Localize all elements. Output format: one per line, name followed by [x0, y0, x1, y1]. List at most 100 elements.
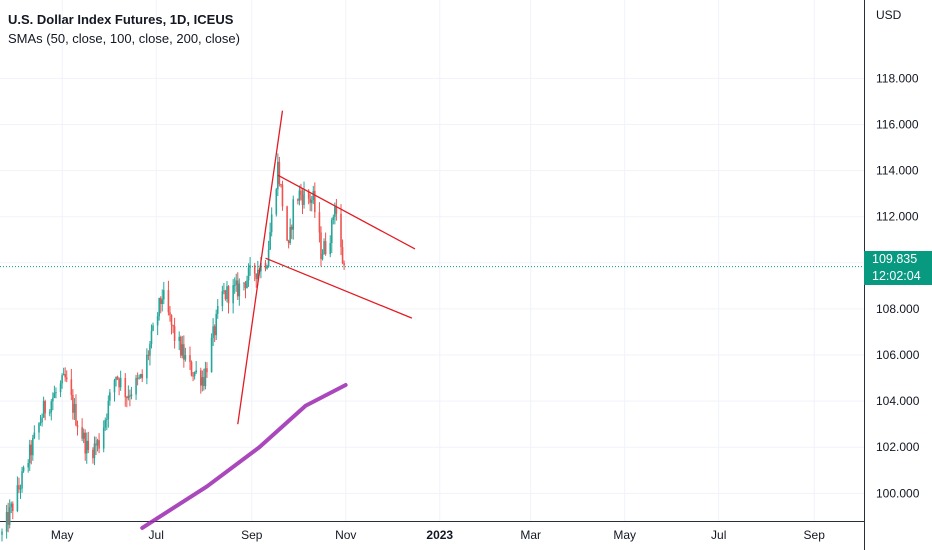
candle-body: [179, 336, 182, 356]
candle-body: [300, 190, 302, 195]
candle-body: [30, 444, 33, 456]
candle-body: [323, 241, 325, 255]
candle-body: [290, 226, 293, 230]
candle-body: [170, 315, 173, 325]
candle-body: [318, 212, 321, 233]
candle-body: [8, 507, 11, 525]
candle-body: [204, 368, 207, 387]
x-tick-label: May: [613, 528, 636, 542]
candle-body: [93, 443, 96, 459]
candle-body: [257, 269, 259, 279]
candle-body: [195, 370, 197, 373]
candle-body: [215, 313, 217, 336]
candle-body: [19, 488, 22, 490]
candle-body: [21, 471, 23, 489]
candle-body: [329, 243, 332, 255]
candle-body: [334, 206, 336, 217]
candle-body: [127, 395, 130, 399]
candle-body: [87, 440, 90, 450]
candle-body: [238, 283, 241, 297]
candle-body: [183, 344, 185, 360]
candle-body: [64, 374, 66, 378]
candle-body: [340, 213, 342, 248]
candle-body: [156, 316, 159, 326]
y-tick-label: 102.000: [876, 440, 920, 454]
candle-body: [102, 427, 105, 449]
candle-body: [92, 449, 94, 459]
candle-body: [201, 377, 204, 386]
candle-body: [343, 263, 345, 266]
candle-body: [147, 354, 150, 356]
candle-body: [81, 427, 83, 439]
currency-label: USD: [876, 8, 902, 22]
candle-body: [216, 306, 219, 314]
candle-body: [307, 190, 310, 199]
x-tick-label: May: [51, 528, 74, 542]
candle-body: [76, 425, 79, 428]
chart-title: U.S. Dollar Index Futures, 1D, ICEUS: [8, 12, 234, 27]
candle-body: [269, 232, 271, 250]
candle-body: [52, 397, 54, 402]
candle-body: [227, 286, 230, 304]
candle-body: [181, 344, 184, 356]
candle-body: [16, 485, 19, 512]
candle-body: [203, 377, 205, 387]
candle-body: [224, 290, 227, 300]
candle-body: [173, 326, 176, 341]
candle-body: [189, 355, 191, 363]
x-tick-label: Jul: [149, 528, 164, 542]
candle-body: [11, 503, 14, 512]
candle-body: [33, 432, 36, 439]
candle-body: [287, 240, 290, 243]
candle-body: [280, 184, 282, 186]
y-tick-label: 106.000: [876, 348, 920, 362]
candle-body: [341, 247, 344, 264]
candle-body: [206, 368, 208, 373]
candle-body: [27, 463, 29, 468]
candle-body: [48, 412, 51, 414]
candle-body: [55, 392, 57, 394]
candle-body: [113, 380, 116, 393]
candle-body: [264, 262, 267, 269]
candle-body: [278, 161, 281, 185]
sma-indicator-label[interactable]: SMAs (50, close, 100, close, 200, close): [8, 31, 240, 46]
candle-body: [41, 417, 43, 423]
candle-body: [5, 511, 8, 532]
candle-body: [158, 297, 160, 317]
candle-body: [298, 190, 301, 201]
y-tick-label: 100.000: [876, 486, 920, 500]
candle-body: [126, 397, 128, 399]
candle-body: [32, 438, 34, 456]
candle-body: [281, 184, 284, 207]
trendline-1: [237, 110, 284, 425]
candle-body: [266, 266, 268, 269]
candle-body: [255, 273, 258, 279]
candle-body: [184, 355, 187, 360]
candle-body: [314, 190, 316, 213]
candle-body: [297, 199, 299, 201]
candle-body: [210, 337, 213, 373]
candle-body: [167, 290, 170, 313]
candle-body: [61, 375, 63, 384]
candle-body: [119, 377, 122, 388]
candle-body: [159, 297, 162, 304]
candle-body: [212, 326, 214, 338]
candle-body: [42, 401, 45, 418]
last-price-value: 109.835: [872, 252, 918, 266]
candle-body: [104, 420, 107, 428]
candle-body: [18, 485, 20, 490]
candle-body: [73, 403, 76, 413]
candle-body: [236, 280, 239, 297]
y-tick-label: 116.000: [876, 117, 919, 131]
candle-body: [246, 280, 248, 288]
candle-body: [260, 262, 262, 272]
candle-body: [130, 394, 133, 397]
candle-body: [233, 284, 236, 286]
candle-body: [118, 378, 120, 388]
candle-body: [335, 206, 338, 214]
x-tick-label: 2023: [426, 528, 453, 542]
candle-body: [84, 432, 87, 454]
candle-body: [7, 511, 9, 525]
sma-line: [140, 382, 348, 530]
